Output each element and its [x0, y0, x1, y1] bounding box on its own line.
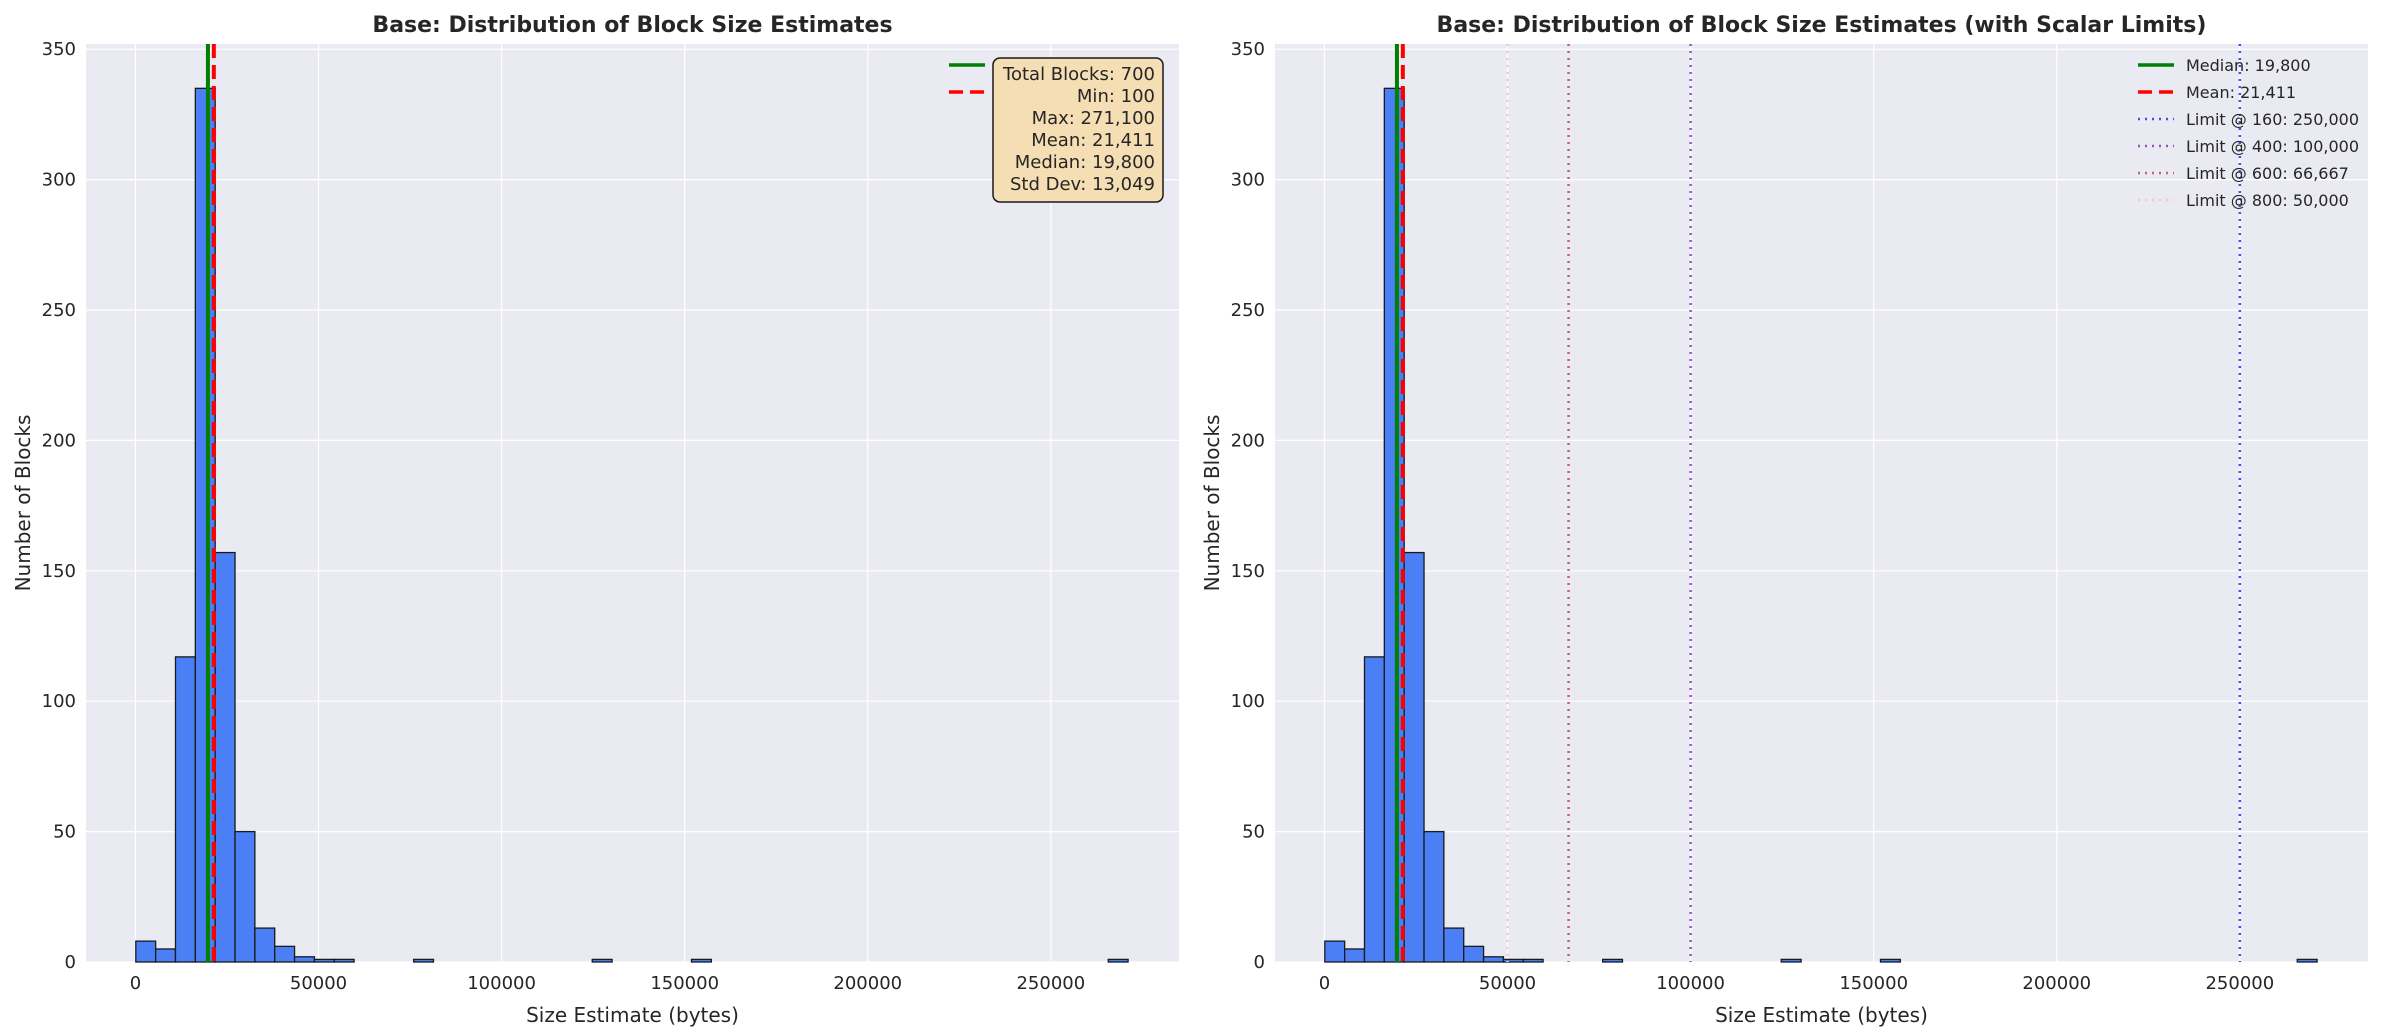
y-tick-label: 50 [1242, 822, 1265, 843]
histogram-bar [1522, 958, 1544, 963]
stats-line: Mean: 21,411 [1031, 130, 1155, 151]
x-tick-label: 100000 [467, 973, 536, 994]
x-tick-label: 0 [1319, 973, 1330, 994]
histogram-bar [412, 958, 435, 963]
histogram-bar [174, 656, 196, 963]
x-tick-label: 100000 [1656, 973, 1725, 994]
y-tick-label: 350 [42, 39, 76, 60]
x-tick-label: 250000 [1016, 973, 1085, 994]
y-tick-label: 0 [65, 952, 76, 973]
stats-line: Min: 100 [1077, 86, 1155, 107]
chart-right: 0 50000 100000 150000 200000 250000 0 50 100 150 2… [1200, 13, 2368, 1027]
y-tick-label: 250 [1231, 300, 1265, 321]
histogram-bar [2296, 958, 2318, 963]
legend-label: Mean: 21,411 [2186, 83, 2296, 102]
legend-label: Limit @ 160: 250,000 [2186, 110, 2359, 129]
histogram-bar [1107, 958, 1129, 963]
stats-box [992, 57, 1164, 203]
x-axis-label: Size Estimate (bytes) [526, 1003, 739, 1027]
histogram-bar [1343, 948, 1366, 963]
histogram-bar [293, 956, 316, 963]
legend-label: Limit @ 800: 50,000 [2186, 191, 2349, 210]
y-tick-label: 300 [1231, 170, 1265, 191]
y-axis-label: Number of Blocks [1200, 415, 1224, 592]
x-tick-label: 200000 [2022, 973, 2091, 994]
x-tick-label: 150000 [650, 973, 719, 994]
histogram-bar [1879, 958, 1901, 963]
y-tick-label: 200 [1231, 430, 1265, 451]
histogram-bar [690, 958, 712, 963]
histogram-bar [1780, 958, 1802, 963]
stats-line: Max: 271,100 [1032, 108, 1155, 129]
y-tick-label: 100 [42, 691, 76, 712]
y-tick-label: 200 [42, 430, 76, 451]
y-tick-label: 100 [1231, 691, 1265, 712]
y-tick-label: 150 [1231, 561, 1265, 582]
stats-line: Median: 19,800 [1015, 152, 1155, 173]
histogram-bar [214, 551, 236, 963]
x-tick-label: 150000 [1839, 973, 1908, 994]
histogram-bar [254, 927, 276, 963]
histogram-bar [1324, 940, 1346, 963]
stats-line: Total Blocks: 700 [1002, 64, 1155, 85]
legend-label: Median: 19,800 [2186, 56, 2311, 75]
chart-left: 0 50000 100000 150000 200000 250000 0 50 100 150 2… [11, 13, 1179, 1027]
histogram-bar [1423, 830, 1445, 963]
y-tick-label: 300 [42, 170, 76, 191]
histogram-bar [1443, 927, 1465, 963]
histogram-bar [1482, 956, 1505, 963]
x-tick-label: 50000 [290, 973, 347, 994]
x-tick-label: 0 [130, 973, 141, 994]
histogram-bar [1601, 958, 1624, 963]
histogram-bar [154, 948, 177, 963]
histogram-bar [234, 830, 256, 963]
histogram-bar [135, 940, 157, 963]
y-tick-label: 350 [1231, 39, 1265, 60]
legend-label: Limit @ 400: 100,000 [2186, 137, 2359, 156]
histogram-bar [1363, 656, 1385, 963]
y-tick-label: 50 [53, 822, 76, 843]
histogram-bar [333, 958, 355, 963]
histogram-bar [313, 958, 335, 963]
histogram-bar [591, 958, 613, 963]
x-tick-label: 50000 [1479, 973, 1536, 994]
histogram-bar [1403, 551, 1425, 963]
x-axis-label: Size Estimate (bytes) [1715, 1003, 1928, 1027]
histogram-bar [194, 87, 216, 963]
histogram-bar [274, 945, 296, 963]
plot-area [1275, 44, 2368, 962]
chart-title: Base: Distribution of Block Size Estimat… [372, 13, 892, 38]
x-tick-label: 250000 [2205, 973, 2274, 994]
histogram-bar [1463, 945, 1485, 963]
legend-label: Limit @ 600: 66,667 [2186, 164, 2349, 183]
chart-title: Base: Distribution of Block Size Estimat… [1437, 13, 2207, 38]
histogram-bar [1383, 87, 1405, 963]
y-axis-label: Number of Blocks [11, 415, 35, 592]
x-tick-label: 200000 [833, 973, 902, 994]
y-tick-label: 250 [42, 300, 76, 321]
y-tick-label: 0 [1254, 952, 1265, 973]
y-tick-label: 150 [42, 561, 76, 582]
stats-line: Std Dev: 13,049 [1010, 174, 1155, 195]
